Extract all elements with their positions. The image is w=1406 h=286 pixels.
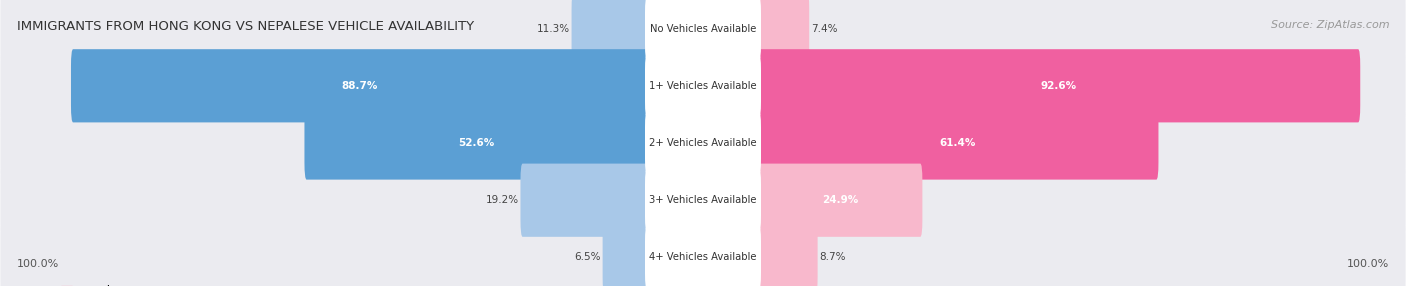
FancyBboxPatch shape: [0, 215, 1406, 286]
Text: No Vehicles Available: No Vehicles Available: [650, 24, 756, 33]
FancyBboxPatch shape: [645, 0, 761, 59]
FancyBboxPatch shape: [0, 0, 1406, 71]
FancyBboxPatch shape: [756, 221, 818, 286]
Text: 11.3%: 11.3%: [537, 24, 571, 33]
Text: 88.7%: 88.7%: [342, 81, 378, 91]
Text: 4+ Vehicles Available: 4+ Vehicles Available: [650, 253, 756, 262]
Text: 52.6%: 52.6%: [458, 138, 495, 148]
FancyBboxPatch shape: [572, 0, 650, 65]
FancyBboxPatch shape: [645, 169, 761, 231]
Text: Source: ZipAtlas.com: Source: ZipAtlas.com: [1271, 20, 1389, 30]
FancyBboxPatch shape: [645, 227, 761, 286]
FancyBboxPatch shape: [70, 49, 650, 122]
FancyBboxPatch shape: [756, 0, 810, 65]
Text: 19.2%: 19.2%: [486, 195, 519, 205]
Text: 1+ Vehicles Available: 1+ Vehicles Available: [650, 81, 756, 91]
Text: 100.0%: 100.0%: [1347, 259, 1389, 269]
FancyBboxPatch shape: [756, 106, 1159, 180]
FancyBboxPatch shape: [645, 55, 761, 117]
FancyBboxPatch shape: [645, 112, 761, 174]
Text: 8.7%: 8.7%: [820, 253, 845, 262]
FancyBboxPatch shape: [305, 106, 650, 180]
Text: 7.4%: 7.4%: [811, 24, 837, 33]
FancyBboxPatch shape: [520, 164, 650, 237]
FancyBboxPatch shape: [0, 101, 1406, 185]
Text: 6.5%: 6.5%: [575, 253, 602, 262]
FancyBboxPatch shape: [0, 43, 1406, 128]
Legend: Immigrants from Hong Kong, Nepalese: Immigrants from Hong Kong, Nepalese: [0, 281, 136, 286]
Text: 100.0%: 100.0%: [17, 259, 59, 269]
Text: 24.9%: 24.9%: [821, 195, 858, 205]
FancyBboxPatch shape: [756, 164, 922, 237]
FancyBboxPatch shape: [603, 221, 650, 286]
Text: 3+ Vehicles Available: 3+ Vehicles Available: [650, 195, 756, 205]
FancyBboxPatch shape: [0, 158, 1406, 243]
Text: 92.6%: 92.6%: [1040, 81, 1077, 91]
Text: 61.4%: 61.4%: [939, 138, 976, 148]
Text: IMMIGRANTS FROM HONG KONG VS NEPALESE VEHICLE AVAILABILITY: IMMIGRANTS FROM HONG KONG VS NEPALESE VE…: [17, 20, 474, 33]
Text: 2+ Vehicles Available: 2+ Vehicles Available: [650, 138, 756, 148]
FancyBboxPatch shape: [756, 49, 1360, 122]
